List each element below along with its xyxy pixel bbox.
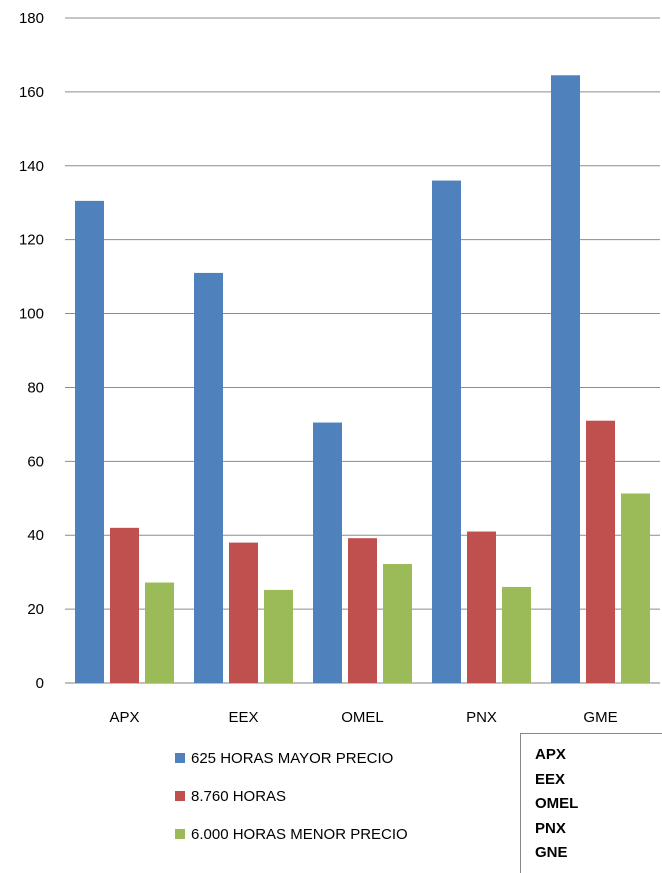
- bars: [75, 75, 650, 684]
- y-tick-label-0: 0: [36, 675, 44, 692]
- legend-label-series-2: 8.760 HORAS: [191, 787, 287, 805]
- y-tick-label-80: 80: [27, 379, 44, 396]
- market-list-item-eex: EEX: [535, 770, 566, 788]
- x-category-label-apx: APX: [109, 709, 139, 726]
- legend-item-series-2: 8.760 HORAS: [175, 786, 408, 806]
- bar-apx-series-2: [110, 527, 139, 683]
- legend-swatch-series-1: [175, 753, 185, 763]
- bar-omel-series-1: [313, 422, 342, 683]
- y-axis-ticks: 0 20 40 60 80 100 120 140 160 180: [19, 10, 44, 692]
- y-tick-label-160: 160: [19, 84, 44, 101]
- bar-eex-series-2: [229, 542, 258, 683]
- bar-eex-series-1: [194, 272, 223, 683]
- bar-gme-series-2: [586, 420, 615, 683]
- y-tick-label-20: 20: [27, 601, 44, 618]
- y-tick-label-60: 60: [27, 453, 44, 470]
- y-tick-label-100: 100: [19, 306, 44, 323]
- y-tick-label-180: 180: [19, 10, 44, 27]
- bar-gme-series-3: [621, 493, 650, 683]
- bar-apx-series-1: [75, 200, 104, 683]
- bar-apx-series-3: [145, 582, 174, 683]
- x-category-label-gme: GME: [583, 709, 617, 726]
- bar-pnx-series-2: [467, 531, 496, 683]
- legend-item-series-1: 625 HORAS MAYOR PRECIO: [175, 748, 408, 768]
- market-list-item-pnx: PNX: [535, 819, 566, 837]
- bar-omel-series-3: [383, 564, 412, 683]
- bar-pnx-series-1: [432, 180, 461, 684]
- x-category-label-eex: EEX: [228, 709, 258, 726]
- x-category-label-pnx: PNX: [466, 709, 497, 726]
- market-list-item-gne: GNE: [535, 844, 568, 861]
- market-list-box: APX EEX OMEL PNX GNE: [520, 733, 662, 873]
- bar-eex-series-3: [264, 589, 293, 683]
- legend: 625 HORAS MAYOR PRECIO 8.760 HORAS 6.000…: [175, 748, 408, 862]
- legend-item-series-3: 6.000 HORAS MENOR PRECIO: [175, 824, 408, 844]
- legend-swatch-series-3: [175, 829, 185, 839]
- y-tick-label-40: 40: [27, 527, 44, 544]
- bar-omel-series-2: [348, 538, 377, 683]
- legend-label-series-1: 625 HORAS MAYOR PRECIO: [191, 749, 394, 767]
- y-tick-label-140: 140: [19, 158, 44, 175]
- bar-pnx-series-3: [502, 586, 531, 683]
- bar-gme-series-1: [551, 75, 580, 683]
- legend-label-series-3: 6.000 HORAS MENOR PRECIO: [191, 825, 408, 843]
- legend-swatch-series-2: [175, 791, 185, 801]
- x-category-label-omel: OMEL: [341, 709, 384, 726]
- market-list-item-apx: APX: [535, 746, 566, 763]
- market-list-item-omel: OMEL: [535, 795, 579, 812]
- bar-chart: 0 20 40 60 80 100 120 140 160 180 APX EEX OMEL PNX GM…: [19, 10, 660, 726]
- y-tick-label-120: 120: [19, 232, 44, 249]
- x-axis-categories: APX EEX OMEL PNX GME: [109, 709, 617, 726]
